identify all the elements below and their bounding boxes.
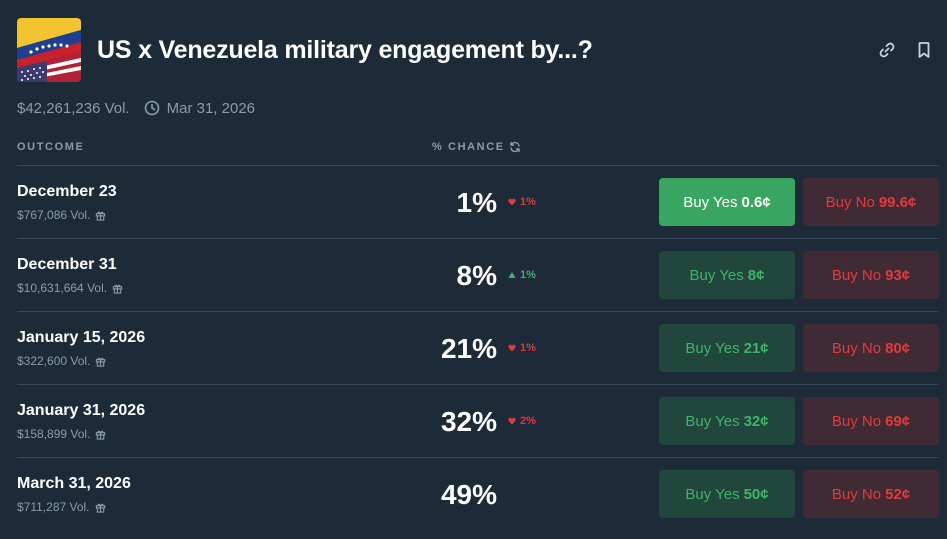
outcome-name: January 31, 2026	[17, 402, 146, 419]
outcome-row-january-31-2026[interactable]: January 31, 2026 $158,899 Vol. 32% 2% Bu…	[17, 384, 939, 457]
outcome-volume-text: $10,631,664 Vol.	[17, 281, 108, 295]
chance-change-down: 1%	[508, 342, 536, 354]
heart-down-icon	[508, 417, 516, 425]
chance-change-value: 1%	[520, 269, 536, 281]
outcome-volume: $711,287 Vol.	[17, 500, 106, 514]
buy-no-label: Buy No	[831, 339, 882, 357]
outcome-volume: $322,600 Vol.	[17, 354, 106, 368]
outcome-name: March 31, 2026	[17, 475, 131, 492]
outcome-chance: 8%	[456, 260, 497, 291]
market-header: US x Venezuela military engagement by...…	[17, 18, 947, 82]
chance-change-down: 2%	[508, 415, 536, 427]
buy-no-price: 69¢	[885, 412, 911, 430]
buy-yes-price: 0.6¢	[741, 193, 771, 211]
market-title: US x Venezuela military engagement by...…	[97, 36, 593, 64]
buy-yes-price: 8¢	[747, 266, 765, 284]
clock-icon	[144, 100, 159, 116]
outcome-chance: 32%	[440, 406, 497, 437]
buy-yes-label: Buy Yes	[685, 485, 740, 503]
outcome-row-december-31[interactable]: December 31 $10,631,664 Vol. 8% 1% Buy Y…	[17, 238, 939, 311]
outcome-volume-text: $767,086 Vol.	[17, 208, 91, 222]
buy-yes-price: 21¢	[743, 339, 769, 357]
outcome-volume: $158,899 Vol.	[17, 427, 106, 441]
buy-no-button[interactable]: Buy No 69¢	[803, 397, 939, 445]
buy-yes-button[interactable]: Buy Yes 8¢	[659, 251, 795, 299]
buy-yes-button[interactable]: Buy Yes 21¢	[659, 324, 795, 372]
chance-change-value: 2%	[520, 415, 536, 427]
buy-no-price: 52¢	[885, 485, 911, 503]
outcome-name: December 31	[17, 256, 117, 273]
heart-down-icon	[508, 344, 516, 352]
market-flag-image	[17, 18, 81, 82]
gift-icon[interactable]	[112, 283, 123, 294]
buy-no-price: 93¢	[885, 266, 911, 284]
column-header-chance: % CHANCE	[432, 141, 505, 153]
market-meta: $42,261,236 Vol. Mar 31, 2026	[17, 99, 255, 117]
buy-yes-price: 50¢	[743, 485, 769, 503]
triangle-up-icon	[508, 272, 516, 278]
outcome-volume: $10,631,664 Vol.	[17, 281, 123, 295]
gift-icon[interactable]	[95, 210, 106, 221]
buy-no-button[interactable]: Buy No 99.6¢	[803, 178, 939, 226]
buy-yes-button[interactable]: Buy Yes 32¢	[659, 397, 795, 445]
buy-no-price: 99.6¢	[878, 193, 917, 211]
outcome-row-march-31-2026[interactable]: March 31, 2026 $711,287 Vol. 49% Buy Yes…	[17, 457, 939, 530]
outcome-chance: 21%	[440, 333, 497, 364]
buy-yes-label: Buy Yes	[689, 266, 744, 284]
heart-down-icon	[508, 198, 516, 206]
buy-no-label: Buy No	[831, 485, 882, 503]
buy-no-label: Buy No	[831, 412, 882, 430]
buy-no-button[interactable]: Buy No 80¢	[803, 324, 939, 372]
buy-no-button[interactable]: Buy No 93¢	[803, 251, 939, 299]
market-volume: $42,261,236 Vol.	[17, 99, 130, 117]
chance-change-value: 1%	[520, 342, 536, 354]
gift-icon[interactable]	[95, 502, 106, 513]
buy-yes-price: 32¢	[743, 412, 769, 430]
outcome-volume-text: $322,600 Vol.	[17, 354, 91, 368]
chance-change-value: 1%	[520, 196, 536, 208]
buy-no-price: 80¢	[885, 339, 911, 357]
gift-icon[interactable]	[95, 356, 106, 367]
buy-no-label: Buy No	[825, 193, 875, 211]
bookmark-icon[interactable]	[914, 40, 934, 60]
buy-no-label: Buy No	[831, 266, 882, 284]
outcome-chance: 1%	[456, 187, 497, 218]
column-header-outcome: OUTCOME	[17, 141, 85, 153]
outcome-name: January 15, 2026	[17, 329, 146, 346]
outcome-row-january-15-2026[interactable]: January 15, 2026 $322,600 Vol. 21% 1% Bu…	[17, 311, 939, 384]
buy-no-button[interactable]: Buy No 52¢	[803, 470, 939, 518]
chance-change-down: 1%	[508, 196, 536, 208]
buy-yes-label: Buy Yes	[685, 412, 740, 430]
outcome-volume-text: $711,287 Vol.	[17, 500, 90, 514]
outcome-volume-text: $158,899 Vol.	[17, 427, 91, 441]
buy-yes-label: Buy Yes	[685, 339, 740, 357]
outcome-name: December 23	[17, 183, 117, 200]
refresh-icon[interactable]	[509, 141, 521, 153]
buy-yes-button[interactable]: Buy Yes 0.6¢	[659, 178, 795, 226]
outcome-chance: 49%	[440, 479, 497, 510]
outcome-row-december-23[interactable]: December 23 $767,086 Vol. 1% 1% Buy Yes 0…	[17, 165, 939, 238]
market-end-date: Mar 31, 2026	[166, 99, 255, 117]
chance-change-up: 1%	[508, 269, 536, 281]
buy-yes-label: Buy Yes	[683, 193, 738, 211]
buy-yes-button[interactable]: Buy Yes 50¢	[659, 470, 795, 518]
outcome-volume: $767,086 Vol.	[17, 208, 106, 222]
gift-icon[interactable]	[95, 429, 106, 440]
link-icon[interactable]	[877, 40, 897, 60]
